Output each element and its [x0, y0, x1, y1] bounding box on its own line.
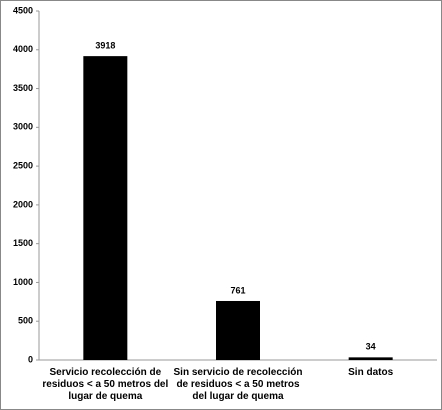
y-tick-label: 2500 [13, 160, 33, 170]
bar [348, 357, 393, 360]
y-tick-label: 1500 [13, 238, 33, 248]
y-tick-label: 1000 [13, 277, 33, 287]
y-tick-label: 2000 [13, 199, 33, 209]
data-label: 3918 [95, 41, 115, 51]
y-tick-label: 3500 [13, 83, 33, 93]
bar [216, 300, 260, 360]
y-tick-label: 3000 [13, 122, 33, 132]
data-label: 761 [230, 285, 245, 295]
x-tick-label: Servicio recolección de residuos < a 50 … [42, 367, 169, 402]
y-tick-label: 4500 [13, 5, 33, 15]
bar [83, 56, 128, 361]
x-tick-label: Sin servicio de recolección de residuos … [173, 367, 303, 402]
data-label: 34 [366, 342, 376, 352]
y-tick-label: 500 [18, 316, 33, 326]
y-tick-label: 4000 [13, 44, 33, 54]
y-tick-label: 0 [28, 354, 33, 364]
x-tick-label: Sin datos [348, 367, 394, 378]
